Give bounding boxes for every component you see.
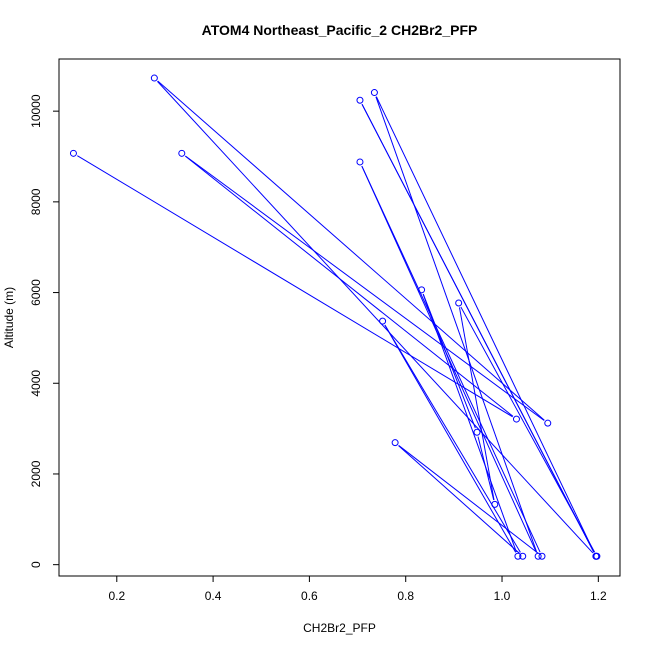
x-tick-label: 0.6 [301,589,318,603]
x-axis: 0.2 0.4 0.6 0.8 1.0 1.2 [108,575,607,603]
plot-frame [58,58,621,577]
data-point [514,552,522,560]
data-point [544,419,552,427]
series-segment [384,324,521,553]
series-segment [422,293,517,553]
data-point [534,552,542,560]
y-axis-label: Altitude (m) [2,287,16,348]
chart-title: ATOM4 Northeast_Pacific_2 CH2Br2_PFP [202,22,478,38]
x-tick-label: 0.4 [205,589,222,603]
y-tick-label: 0 [29,561,43,568]
data-point [491,500,499,508]
series-segment [185,155,545,421]
series-segment [458,307,495,501]
y-tick-label: 6000 [29,279,43,306]
y-axis: 0 2000 4000 6000 8000 10000 [29,94,60,568]
y-tick-label: 8000 [29,188,43,215]
data-series [69,74,601,560]
x-tick-label: 0.8 [397,589,414,603]
data-point [150,74,158,82]
series-segment [157,80,545,421]
series-segment [460,306,596,553]
data-point [370,89,378,97]
data-point [418,286,426,294]
series-segment [185,155,514,417]
series-segment [361,165,541,553]
series-segment [398,445,520,554]
data-point [178,149,186,157]
data-point [519,552,527,560]
data-point [593,552,601,560]
x-axis-label: CH2Br2_PFP [303,621,376,635]
y-tick-label: 4000 [29,370,43,397]
series-segment [375,96,595,553]
series-segment [77,155,513,418]
data-point [473,428,481,436]
data-point [356,96,364,104]
data-point [379,317,387,325]
x-tick-label: 1.0 [494,589,511,603]
series-segment [477,436,495,501]
data-point [455,299,463,307]
data-point [538,552,546,560]
y-tick-label: 10000 [29,94,43,128]
data-point [512,415,520,423]
y-tick-label: 2000 [29,460,43,487]
series-segment [157,81,594,554]
series-segment [398,445,539,554]
data-point [391,439,399,447]
series-segment [361,104,595,553]
data-point [69,149,77,157]
series-segment [384,324,517,553]
series-segment [422,293,476,429]
data-point [356,158,364,166]
x-tick-label: 1.2 [590,589,607,603]
x-tick-label: 0.2 [108,589,125,603]
series-segment [375,96,538,553]
